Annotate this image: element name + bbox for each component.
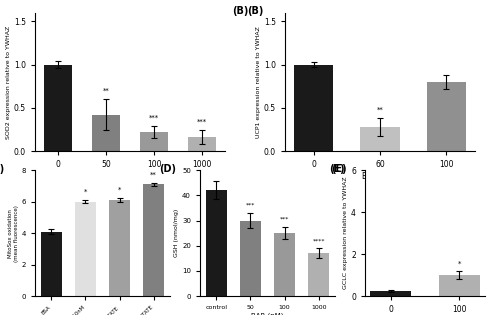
Text: **: ** xyxy=(150,172,157,178)
Bar xyxy=(44,65,72,151)
Bar xyxy=(75,202,96,296)
Text: *: * xyxy=(458,260,461,266)
Text: *: * xyxy=(118,187,121,193)
Text: (C): (C) xyxy=(0,164,4,174)
Y-axis label: GCLC expression relative to YWHAZ: GCLC expression relative to YWHAZ xyxy=(344,177,348,289)
X-axis label: BAR (nM): BAR (nM) xyxy=(112,172,148,181)
Y-axis label: MitoSox oxidation
(mean fluorescence): MitoSox oxidation (mean fluorescence) xyxy=(8,205,18,261)
Bar xyxy=(426,82,467,151)
Bar xyxy=(92,115,120,151)
X-axis label: BAR (nM): BAR (nM) xyxy=(252,313,284,315)
Bar xyxy=(294,65,334,151)
Text: (B): (B) xyxy=(232,6,248,16)
Y-axis label: SOD2 expression relative to YWHAZ: SOD2 expression relative to YWHAZ xyxy=(6,25,11,139)
Text: (D): (D) xyxy=(160,164,176,174)
Bar xyxy=(360,127,400,151)
Text: (E): (E) xyxy=(329,164,344,174)
Text: (B): (B) xyxy=(247,6,264,16)
Bar xyxy=(144,184,164,296)
Text: ***: *** xyxy=(197,119,207,125)
Text: **: ** xyxy=(376,107,384,113)
Bar xyxy=(240,220,260,296)
Bar xyxy=(140,132,168,151)
Text: **: ** xyxy=(102,88,110,94)
Bar xyxy=(308,253,329,296)
Text: ****: **** xyxy=(312,238,325,243)
Text: (E): (E) xyxy=(332,164,347,174)
Bar xyxy=(370,291,412,296)
Text: *: * xyxy=(84,189,87,195)
Text: ***: *** xyxy=(149,115,159,121)
Text: ***: *** xyxy=(280,217,289,222)
Bar xyxy=(274,233,295,296)
Bar xyxy=(206,190,227,296)
Y-axis label: GSH (nmol/mg): GSH (nmol/mg) xyxy=(174,209,179,257)
Bar xyxy=(188,137,216,151)
X-axis label: BAR (nM): BAR (nM) xyxy=(362,172,398,181)
Bar xyxy=(438,275,480,296)
Y-axis label: UCP1 expression relative to YWHAZ: UCP1 expression relative to YWHAZ xyxy=(256,26,261,138)
Text: ***: *** xyxy=(246,203,255,208)
Bar xyxy=(41,232,62,296)
Bar xyxy=(110,200,130,296)
